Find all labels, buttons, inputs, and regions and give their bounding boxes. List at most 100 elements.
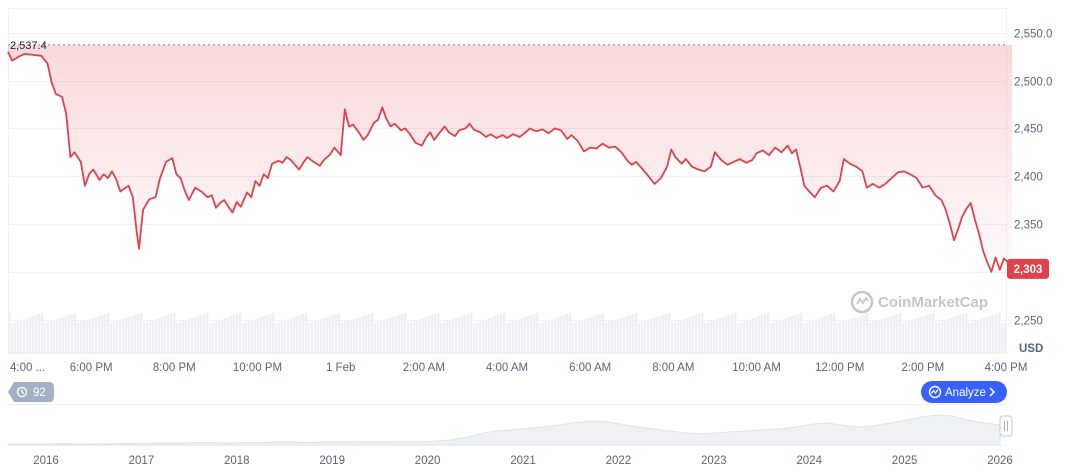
x-axis-ticks: 4:00 ... 6:00 PM 8:00 PM 10:00 PM 1 Feb 2:00 … <box>10 362 1027 374</box>
watermark-text: CoinMarketCap <box>878 294 988 311</box>
volume-bar <box>512 321 515 353</box>
volume-bar <box>590 317 593 353</box>
volume-bar <box>725 316 728 353</box>
volume-bar <box>98 316 101 353</box>
volume-bar <box>899 313 902 353</box>
volume-bar <box>917 318 920 353</box>
volume-bar <box>305 313 308 353</box>
y-tick-label: 2,350 <box>1014 220 1043 232</box>
volume-bar <box>656 317 659 353</box>
volume-bar <box>848 319 851 353</box>
volume-bar <box>995 314 998 353</box>
analyze-button[interactable]: Analyze <box>921 381 1007 403</box>
volume-bar <box>113 322 116 353</box>
volume-bar <box>23 319 26 353</box>
y-axis-ticks: 2,250 2,350 2,400 2,450 2,500.0 2,550.0 <box>1014 29 1052 328</box>
volume-bar <box>149 321 152 353</box>
volume-bar <box>278 322 281 353</box>
analyze-icon <box>928 385 942 399</box>
volume-bar <box>407 323 410 353</box>
volume-bar <box>191 318 194 353</box>
navigator-handle[interactable] <box>999 415 1013 437</box>
volume-bar <box>845 320 848 353</box>
x-tick-label: 12:00 PM <box>815 362 864 374</box>
y-tick-label: 2,500.0 <box>1014 77 1052 89</box>
volume-bar <box>764 314 767 353</box>
analyze-button-bg[interactable] <box>921 381 1007 403</box>
volume-bar <box>383 320 386 353</box>
volume-bar <box>704 323 707 353</box>
volume-bar <box>494 316 497 353</box>
volume-bar <box>707 322 710 353</box>
volume-bar <box>368 314 371 353</box>
volume-bar <box>17 321 20 353</box>
volume-bar <box>422 318 425 353</box>
volume-bar <box>194 317 197 353</box>
price-line[interactable] <box>7 51 1013 273</box>
volume-bar <box>602 313 605 353</box>
volume-bar <box>740 322 743 353</box>
y-tick-label: 2,450 <box>1014 124 1043 136</box>
volume-bar <box>449 320 452 353</box>
volume-bar <box>782 319 785 353</box>
volume-bar <box>233 315 236 353</box>
volume-bar <box>467 314 470 353</box>
volume-bar <box>689 317 692 353</box>
volume-bar <box>473 323 476 353</box>
volume-bar <box>272 313 275 353</box>
volume-bar <box>779 320 782 353</box>
volume-bar <box>644 321 647 353</box>
volume-bar <box>521 318 524 353</box>
volume-bar <box>50 321 53 353</box>
volume-bar <box>74 313 77 353</box>
volume-bar <box>119 320 122 353</box>
volume-bar <box>173 313 176 353</box>
volume-bar <box>938 322 941 353</box>
volume-bar <box>659 316 662 353</box>
volume-bar <box>326 317 329 353</box>
volume-bar <box>161 317 164 353</box>
volume-bar <box>362 316 365 353</box>
volume-bar <box>776 321 779 353</box>
volume-bar <box>167 315 170 353</box>
volume-bar <box>710 321 713 353</box>
volume-bar <box>533 314 536 353</box>
volume-bar <box>620 318 623 353</box>
volume-bar <box>977 320 980 353</box>
volume-bar <box>440 323 443 353</box>
volume-bar <box>131 316 134 353</box>
volume-bar <box>557 317 560 353</box>
volume-bar <box>146 322 149 353</box>
volume-bar <box>260 317 263 353</box>
volume-bar <box>920 317 923 353</box>
y-tick-label: 2,400 <box>1014 172 1043 184</box>
navigator-year-label: 2026 <box>987 455 1013 467</box>
volume-bar <box>215 321 218 353</box>
volume-bar <box>290 318 293 353</box>
volume-bar <box>500 314 503 353</box>
volume-bar <box>344 322 347 353</box>
range-navigator[interactable]: 2016 2017 2018 2019 2020 2021 2022 2023 2024 2025… <box>7 404 1013 468</box>
volume-bar <box>428 316 431 353</box>
volume-bar <box>698 314 701 353</box>
navigator-handle-grip[interactable] <box>999 415 1013 437</box>
volume-bar <box>350 320 353 353</box>
volume-bar <box>605 323 608 353</box>
volume-bar <box>965 313 968 353</box>
volume-bar <box>665 314 668 353</box>
volume-bar <box>980 319 983 353</box>
analyze-label: Analyze <box>945 387 986 399</box>
volume-bar <box>812 320 815 353</box>
history-pill-bg[interactable] <box>8 382 54 402</box>
volume-bar <box>299 315 302 353</box>
volume-bar <box>527 316 530 353</box>
volume-bar <box>572 323 575 353</box>
current-price-value: 2,303 <box>1014 264 1043 276</box>
history-pill[interactable]: 92 <box>8 382 54 402</box>
volume-bar <box>503 313 506 353</box>
volume-bar <box>203 314 206 353</box>
navigator-year-label: 2024 <box>796 455 822 467</box>
volume-bar <box>377 322 380 353</box>
